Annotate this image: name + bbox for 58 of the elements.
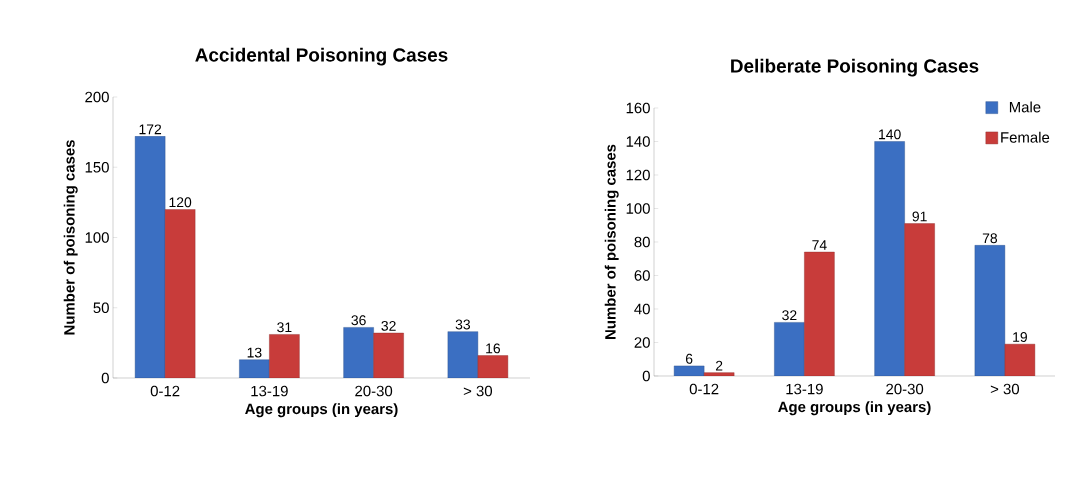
x-axis-title: Age groups (in years) bbox=[245, 403, 398, 418]
y-tick-label: 0 bbox=[101, 372, 109, 384]
x-tick-label: > 30 bbox=[463, 385, 493, 397]
legend-label: Female bbox=[1001, 131, 1050, 143]
y-tick-label: 50 bbox=[93, 302, 109, 314]
y-tick-label: 160 bbox=[626, 102, 650, 114]
data-label: 19 bbox=[1013, 332, 1027, 342]
bar bbox=[134, 136, 166, 378]
x-tick-label: 13-19 bbox=[786, 383, 823, 395]
data-label: 13 bbox=[247, 347, 262, 358]
x-tick-label: 20-30 bbox=[886, 383, 924, 395]
bar bbox=[269, 334, 300, 378]
data-label: 32 bbox=[381, 320, 396, 331]
data-label: 16 bbox=[486, 343, 501, 354]
y-axis-title: Number of poisoning cases bbox=[604, 144, 619, 339]
data-label: 120 bbox=[169, 197, 192, 208]
bar bbox=[804, 251, 835, 376]
y-tick-label: 140 bbox=[626, 136, 650, 147]
data-label: 172 bbox=[139, 124, 162, 135]
y-axis-title: Number of poisoning cases bbox=[63, 140, 78, 335]
y-tick-label: 100 bbox=[85, 232, 109, 243]
y-tick-label: 100 bbox=[626, 203, 650, 214]
chart-title: Deliberate Poisoning Cases bbox=[731, 58, 979, 77]
data-label: 74 bbox=[812, 240, 827, 250]
data-label: 140 bbox=[879, 129, 901, 140]
data-label: 91 bbox=[912, 211, 927, 222]
data-label: 31 bbox=[277, 322, 292, 333]
y-tick-label: 120 bbox=[626, 169, 650, 181]
y-tick-label: 40 bbox=[634, 303, 650, 315]
x-tick-label: 20-30 bbox=[355, 385, 393, 397]
data-label: 33 bbox=[455, 319, 471, 330]
x-axis-title: Age groups (in years) bbox=[778, 401, 931, 416]
x-tick-label: 0-12 bbox=[150, 385, 180, 397]
bar bbox=[373, 332, 404, 378]
bar bbox=[447, 331, 479, 378]
bar bbox=[774, 322, 805, 376]
bar bbox=[874, 141, 905, 376]
bar bbox=[239, 359, 270, 378]
bar bbox=[904, 223, 935, 376]
data-label: 78 bbox=[982, 233, 998, 244]
data-label: 2 bbox=[715, 360, 723, 371]
y-tick-label: 200 bbox=[85, 91, 109, 103]
y-tick-label: 20 bbox=[634, 337, 650, 348]
legend-label: Male bbox=[1009, 101, 1041, 113]
data-label: 32 bbox=[782, 310, 797, 321]
bar bbox=[343, 327, 374, 378]
x-tick-label: 0-12 bbox=[689, 383, 719, 395]
x-tick-label: > 30 bbox=[990, 383, 1020, 395]
data-label: 6 bbox=[685, 353, 693, 364]
chart-title: Accidental Poisoning Cases bbox=[195, 47, 448, 66]
y-tick-label: 150 bbox=[85, 161, 109, 173]
data-label: 36 bbox=[351, 315, 366, 326]
y-tick-label: 60 bbox=[634, 270, 650, 281]
bar bbox=[974, 245, 1006, 376]
y-tick-label: 80 bbox=[634, 236, 650, 248]
x-tick-label: 13-19 bbox=[251, 385, 288, 397]
y-tick-label: 0 bbox=[642, 370, 650, 382]
bar bbox=[164, 209, 196, 378]
